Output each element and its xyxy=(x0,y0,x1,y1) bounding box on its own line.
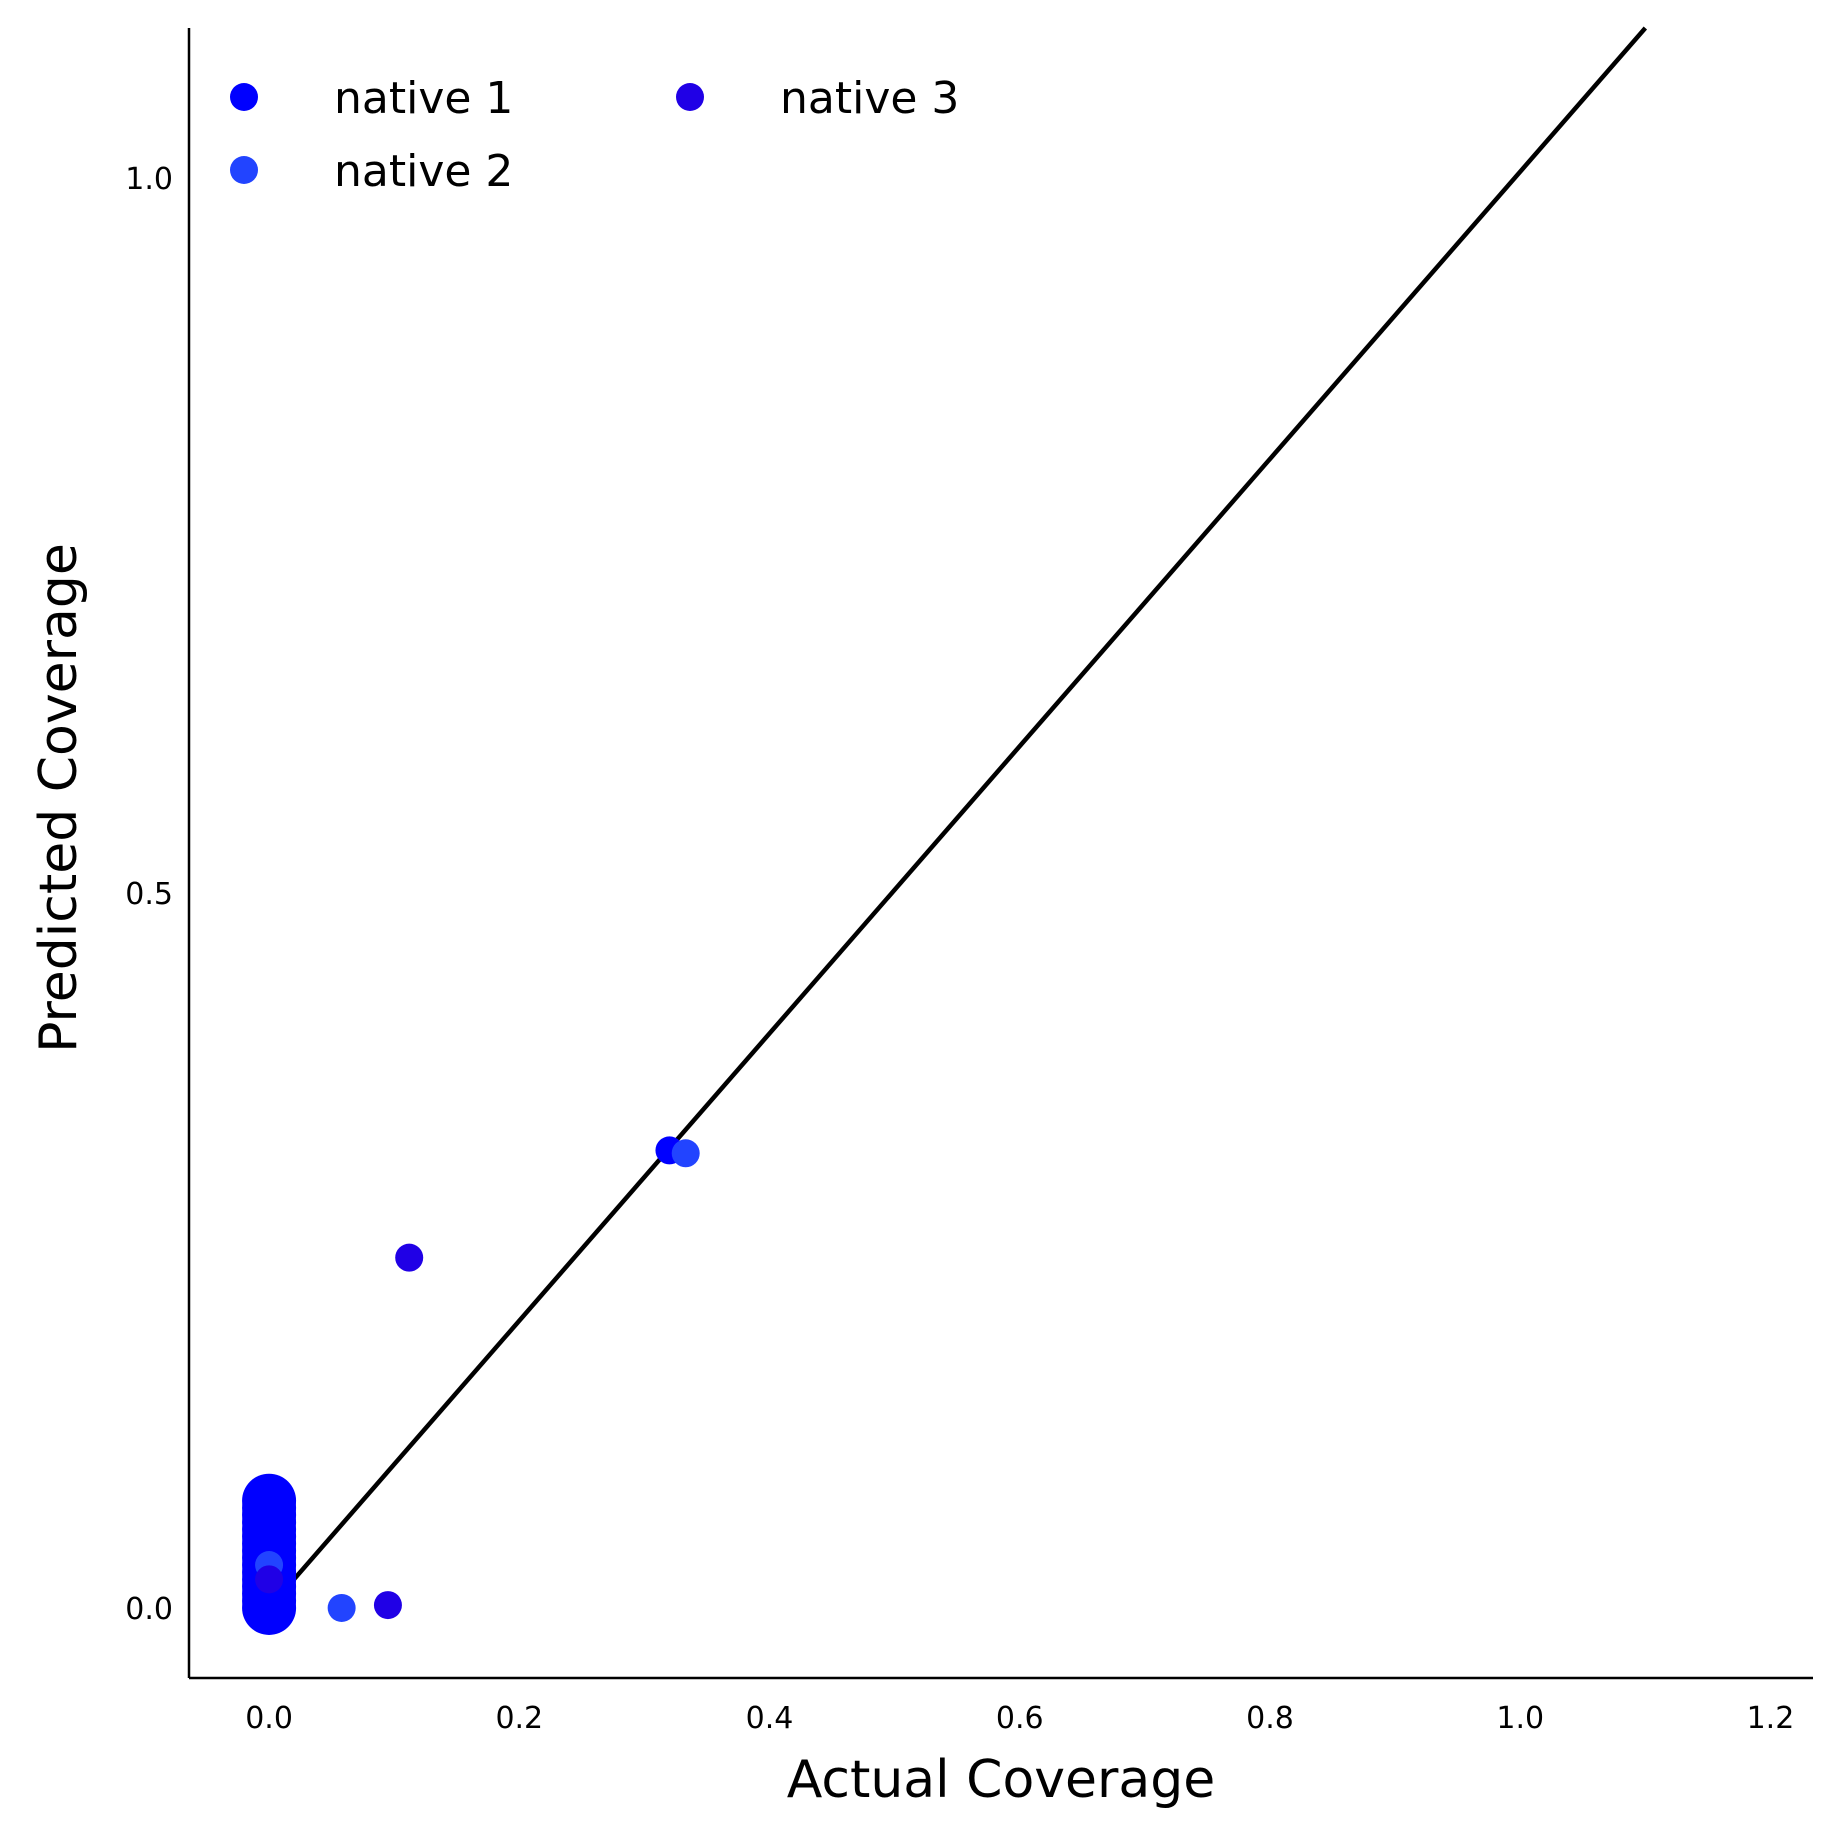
legend-label: native 1 xyxy=(334,73,513,124)
x-tick-label: 1.2 xyxy=(1747,1701,1795,1736)
reference-line xyxy=(267,26,1648,1610)
x-tick-label: 0.0 xyxy=(245,1701,293,1736)
data-point-native-3-0 xyxy=(255,1565,284,1594)
data-point-native-2-1 xyxy=(327,1593,356,1622)
x-axis-title: Actual Coverage xyxy=(787,1750,1216,1810)
legend-marker xyxy=(230,156,258,184)
legend-marker xyxy=(676,83,704,111)
legend: native 1 native 2 native 3 xyxy=(230,73,959,197)
legend-label: native 3 xyxy=(780,73,959,124)
data-points-layer xyxy=(242,1136,700,1635)
x-tick-label: 0.2 xyxy=(495,1701,543,1736)
data-point-native-3-1 xyxy=(373,1591,402,1620)
legend-marker xyxy=(230,83,258,111)
data-point-native-1-15 xyxy=(242,1473,297,1528)
x-tick-label: 0.6 xyxy=(996,1701,1044,1736)
y-tick-label: 1.0 xyxy=(125,162,173,197)
x-tick-label: 0.4 xyxy=(746,1701,794,1736)
y-tick-label: 0.5 xyxy=(125,877,173,912)
x-tick-label: 0.8 xyxy=(1246,1701,1294,1736)
axes-layer xyxy=(187,28,1813,1680)
y-tick-label: 0.0 xyxy=(125,1592,173,1627)
data-point-native-2-2 xyxy=(671,1139,700,1168)
reference-line-layer xyxy=(267,26,1648,1610)
legend-label: native 2 xyxy=(334,146,513,197)
ticks-layer: 0.0 0.2 0.4 0.6 0.8 1.0 1.2 0.0 0.5 1.0 xyxy=(125,162,1794,1736)
y-axis-title: Predicted Coverage xyxy=(29,543,89,1053)
x-tick-label: 1.0 xyxy=(1496,1701,1544,1736)
data-point-native-3-2 xyxy=(395,1243,424,1272)
